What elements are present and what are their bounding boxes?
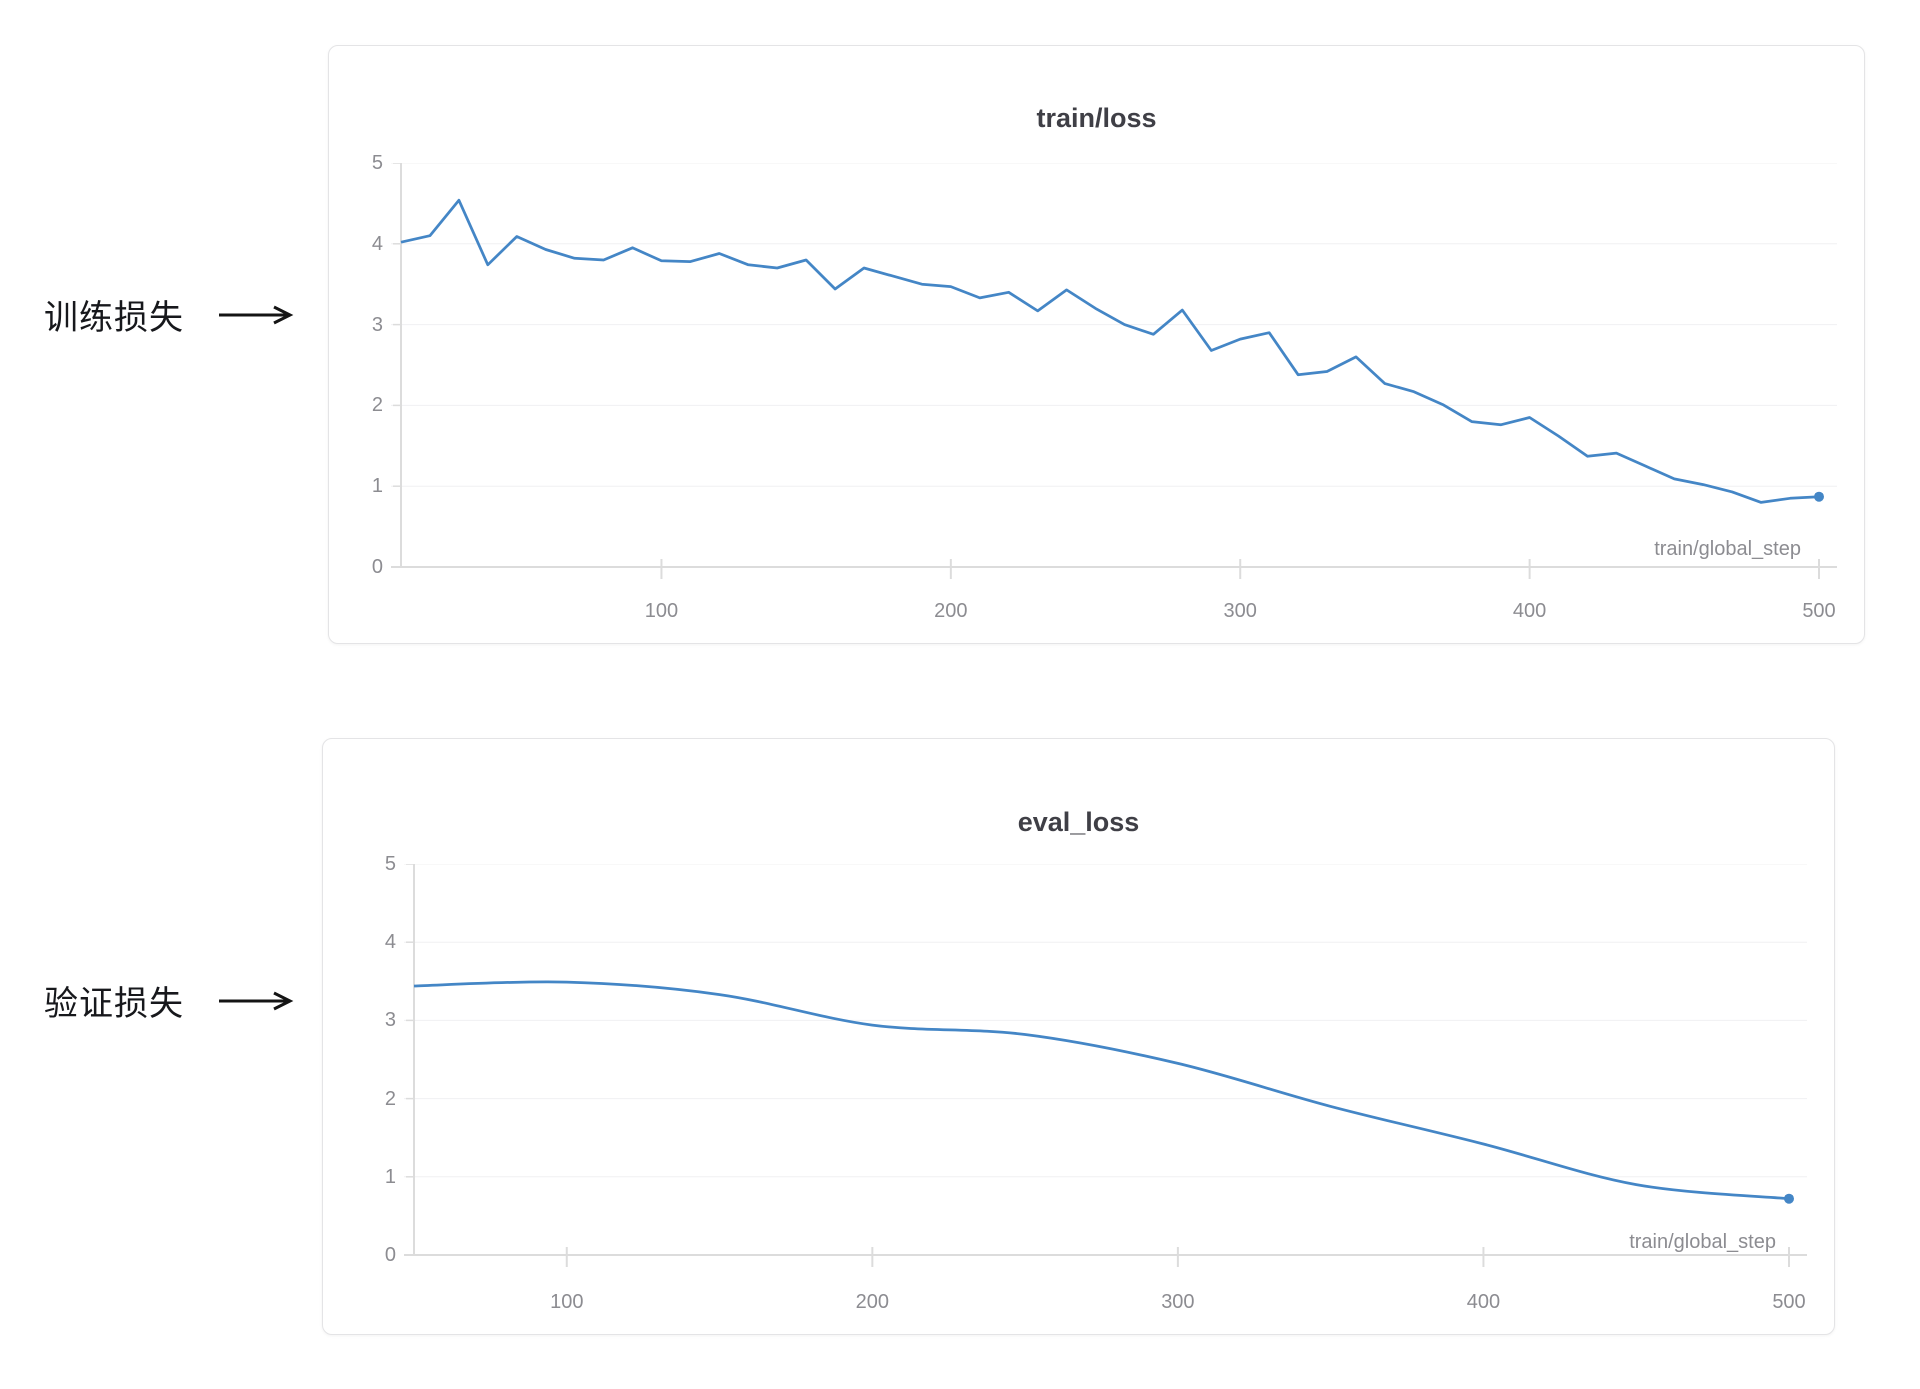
line-chart-canvas [404,864,1807,1267]
eval-loss-plot: 100 200 300 400 500 train/global_step [404,864,1807,1329]
endpoint-dot [1814,491,1824,502]
x-tick-label: 500 [1802,600,1836,622]
y-tick-label: 4 [384,931,396,954]
annotation-train-loss: 训练损失 [44,290,302,339]
x-tick-label: 400 [1466,1291,1501,1313]
x-tick-label: 400 [1512,600,1547,622]
endpoint-dot [1784,1193,1794,1204]
annotation-eval-loss: 验证损失 [44,976,302,1025]
y-tick-label: 2 [371,394,383,417]
x-axis-title: train/global_step [1629,1231,1776,1253]
x-tick-label: 200 [934,600,968,622]
line-chart-canvas [391,163,1837,579]
y-tick-label: 4 [371,232,383,255]
x-tick-label: 500 [1772,1291,1806,1313]
x-tick-label: 100 [550,1291,584,1313]
y-tick-label: 2 [384,1087,396,1110]
y-tick-label: 0 [371,556,383,578]
chart-title: train/loss [1036,103,1157,133]
y-tick-label: 3 [371,313,383,336]
y-tick-label: 3 [384,1009,396,1032]
x-tick-label: 300 [1161,1291,1195,1313]
right-arrow-icon [219,991,294,1010]
loss-curve [413,980,1790,1201]
x-axis-title: train/global_step [1654,538,1801,560]
eval-loss-chart-card: eval_loss 100 200 300 400 500 train/global_st… [322,738,1835,1335]
y-tick-label: 5 [384,853,396,875]
train-loss-chart-card: train/loss 100 200 300 400 500 train/global_s… [328,45,1865,644]
x-tick-label: 100 [644,600,679,622]
y-tick-label: 1 [384,1165,396,1188]
train-loss-plot: 100 200 300 400 500 train/global_step [391,163,1837,638]
y-tick-label: 0 [384,1244,396,1266]
y-tick-label: 5 [371,152,383,174]
annotation-train-loss-label: 训练损失 [44,299,184,337]
y-tick-label: 1 [371,475,383,498]
annotation-eval-loss-label: 验证损失 [44,985,184,1023]
x-tick-label: 300 [1223,600,1257,622]
loss-curve [400,198,1820,504]
right-arrow-icon [219,305,294,324]
chart-title: eval_loss [1017,807,1140,837]
x-tick-label: 200 [855,1291,890,1313]
